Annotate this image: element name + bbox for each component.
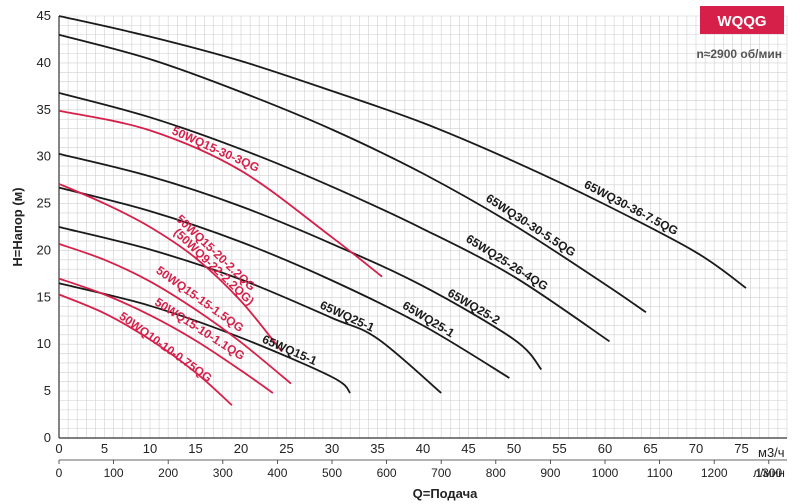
- x-tick-label: 65: [643, 441, 657, 456]
- x2-tick-label: 900: [540, 466, 560, 480]
- x-axis-label: Q=Подача: [413, 486, 479, 501]
- series-line-2: [58, 92, 611, 343]
- x2-tick-label: 800: [486, 466, 506, 480]
- speed-note: n≈2900 об/мин: [696, 47, 782, 61]
- x-tick-label: 5: [101, 441, 108, 456]
- badge-background: [700, 6, 784, 34]
- x-tick-label: 55: [552, 441, 566, 456]
- series-line-3: [58, 153, 543, 371]
- model-badge: WQQG: [700, 6, 784, 34]
- series-line-7: [58, 109, 383, 278]
- curve-label-0: 65WQ30-36-7.5QG: [582, 177, 681, 238]
- curve-label-4: 65WQ25-1: [400, 298, 457, 340]
- x-tick-label: 50: [507, 441, 521, 456]
- y-axis-label: H=Напор (м): [10, 187, 25, 266]
- series-line-6: [58, 282, 351, 394]
- x-tick-label: 35: [370, 441, 384, 456]
- x-unit-secondary: л/мин: [753, 466, 785, 480]
- y-tick-label: 20: [37, 242, 51, 257]
- x-tick-label: 20: [234, 441, 248, 456]
- x-tick-label: 15: [188, 441, 202, 456]
- x-tick-label: 0: [55, 441, 62, 456]
- series-line-10: [58, 277, 274, 394]
- x-tick-label: 75: [734, 441, 748, 456]
- x-tick-label: 10: [143, 441, 157, 456]
- x-tick-label: 25: [279, 441, 293, 456]
- series-line-11: [58, 293, 233, 406]
- y-tick-label: 35: [37, 102, 51, 117]
- x-tick-label: 30: [325, 441, 339, 456]
- x2-tick-label: 1200: [701, 466, 728, 480]
- x-tick-label: 40: [416, 441, 430, 456]
- series-line-8: [58, 183, 283, 353]
- badge-text: WQQG: [717, 13, 766, 30]
- y-tick-label: 40: [37, 55, 51, 70]
- x2-tick-label: 400: [267, 466, 287, 480]
- series-line-4: [58, 186, 510, 379]
- x-unit-primary: м3/ч: [758, 445, 785, 460]
- x-tick-label: 70: [689, 441, 703, 456]
- y-tick-label: 30: [37, 149, 51, 164]
- x2-tick-label: 500: [322, 466, 342, 480]
- x2-tick-label: 200: [158, 466, 178, 480]
- series-line-9: [58, 243, 292, 385]
- series-line-0: [58, 15, 747, 289]
- chart-ticks: 0 5 10 15 20 25 30 35 40 45 0 5 10 15 20 25 30 35 40 45 50 55…: [37, 8, 783, 480]
- y-tick-label: 45: [37, 8, 51, 23]
- x2-tick-label: 300: [213, 466, 233, 480]
- y-tick-label: 5: [44, 383, 51, 398]
- x2-tick-label: 100: [104, 466, 124, 480]
- y-tick-label: 15: [37, 289, 51, 304]
- x2-tick-label: 0: [56, 466, 63, 480]
- x2-tick-label: 1300: [755, 466, 782, 480]
- x2-tick-label: 600: [377, 466, 397, 480]
- y-tick-label: 10: [37, 336, 51, 351]
- chart-series: [58, 15, 747, 406]
- x2-tick-label: 700: [431, 466, 451, 480]
- y-tick-label: 25: [37, 196, 51, 211]
- curve-label-7: 50WQ15-30-3QG: [170, 124, 262, 175]
- series-line-5: [58, 226, 442, 394]
- x2-tick-label: 1000: [592, 466, 619, 480]
- x-tick-label: 60: [598, 441, 612, 456]
- x-tick-label: 45: [461, 441, 475, 456]
- series-line-1: [58, 33, 647, 314]
- x2-tick-label: 1100: [647, 466, 673, 480]
- y-tick-label: 0: [44, 430, 51, 445]
